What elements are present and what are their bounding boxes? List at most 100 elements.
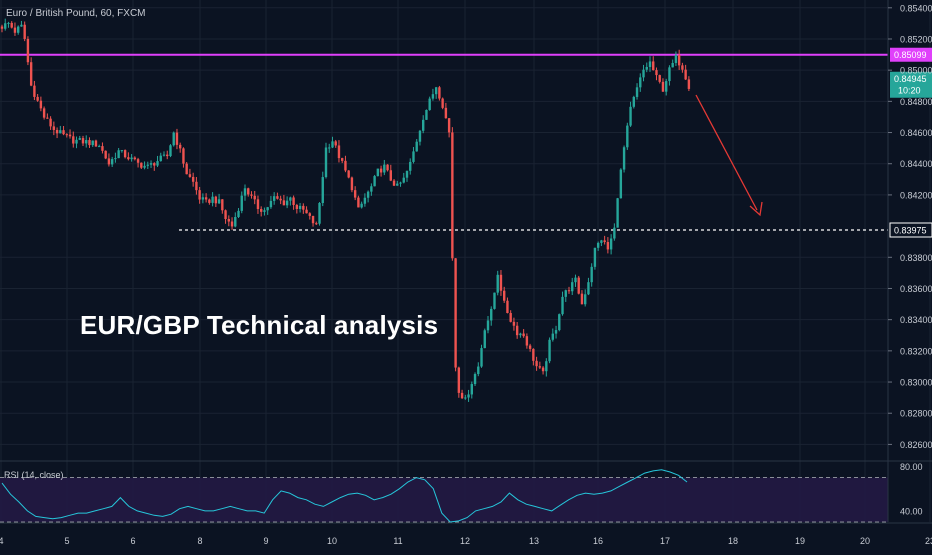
candle-body [389,170,392,181]
candle-body [681,65,684,70]
candle-body [94,140,98,147]
candle-body [172,132,175,146]
candle-body [159,155,162,162]
candle-body [289,197,292,201]
candle-body [373,176,376,187]
candle-body [72,136,75,144]
chart-title: Euro / British Pound, 60, FXCM [6,8,146,19]
candle-body [470,384,473,395]
y-tick-label: 0.83400 [900,315,932,325]
y-tick-label: 0.82800 [900,409,932,419]
candle-body [606,242,610,250]
y-tick-label: 0.83800 [900,253,932,263]
candle-body [26,38,30,63]
candle-body [353,190,357,198]
candle-body [571,282,574,292]
candle-body [302,205,305,210]
candle-body [509,313,512,322]
candle-body [146,164,149,166]
candle-body [224,210,227,220]
candle-body [153,163,156,166]
candle-body [554,330,558,334]
candle-body [645,67,648,70]
candle-body [311,215,315,224]
candle-body [441,98,444,108]
candle-body [75,139,78,144]
candle-body [350,177,354,191]
candle-body [78,138,81,140]
candle-body [622,147,626,170]
candle-body [321,177,324,204]
candle-body [515,325,519,336]
y-tick-label: 0.84200 [900,190,932,200]
candle-body [480,348,483,367]
candle-body [162,154,166,156]
candle-body [609,238,613,250]
y-tick-label: 0.84600 [900,128,932,138]
candle-body [140,162,143,168]
candle-body [62,130,65,135]
candle-body [98,146,101,148]
candle-body [305,209,308,214]
candle-body [185,163,188,175]
resistance-price-box [890,47,932,62]
candle-body [363,197,367,204]
candle-body [447,118,451,133]
candle-body [454,258,457,368]
candle-body [33,85,36,97]
candle-body [503,290,506,301]
candle-body [444,107,448,119]
candle-body [237,210,240,217]
x-tick-label: 17 [660,536,670,546]
candle-body [496,274,499,293]
candle-body [360,203,363,208]
candle-body [658,75,661,82]
candle-body [328,147,331,149]
y-tick-label: 0.83000 [900,378,932,388]
x-tick-label: 18 [728,536,738,546]
candle-body [619,169,623,199]
candle-body [366,191,370,198]
candle-body [117,150,120,159]
candle-body [208,199,211,203]
candle-body [580,293,584,305]
candle-body [65,134,68,136]
candle-body [499,274,503,291]
resistance-price-label: 0.85099 [894,50,927,60]
down-arrow-shaft [695,94,758,211]
candle-body [179,144,182,149]
candle-body [272,196,276,201]
candle-body [29,62,33,86]
candle-body [279,198,282,201]
candle-body [120,150,124,152]
candle-body [629,106,632,126]
candle-body [256,199,260,210]
candle-body [600,240,603,243]
candle-body [10,22,13,28]
candle-body [412,151,415,162]
candle-body [577,277,580,294]
x-tick-label: 11 [393,536,402,546]
y-tick-label: 0.83600 [900,284,932,294]
candle-body [687,79,691,89]
candle-body [574,277,577,283]
candle-body [405,170,409,178]
x-tick-label: 19 [795,536,805,546]
candle-body [295,205,299,209]
grid [0,0,931,522]
rsi-tick-label: 80.00 [900,462,923,472]
x-tick-label: 20 [860,536,870,546]
candle-body [156,161,159,166]
candles [0,18,691,402]
candle-body [383,164,386,173]
candle-body [149,163,153,165]
countdown-label: 10:20 [898,86,921,96]
candle-body [402,177,405,183]
x-tick-label: 4 [0,536,4,546]
y-tick-label: 0.85000 [900,66,932,76]
last-price-box [890,71,932,98]
candle-body [143,165,146,168]
candle-body [522,333,525,337]
candle-body [334,141,337,146]
candle-body [263,210,266,212]
